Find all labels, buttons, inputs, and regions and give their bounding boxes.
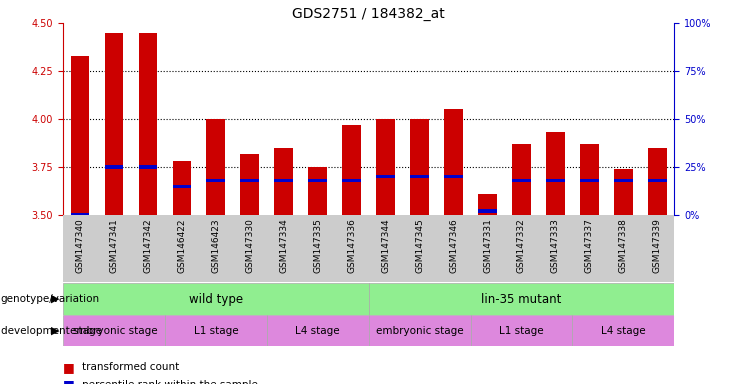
Bar (614, 169, 633, 215)
Text: L4 stage: L4 stage (601, 326, 645, 336)
Bar (240, 154, 259, 215)
Bar (342, 125, 361, 215)
Bar (139, 33, 157, 215)
Text: GSM147335: GSM147335 (313, 218, 322, 273)
Bar (648, 179, 667, 182)
Text: wild type: wild type (189, 293, 243, 306)
Bar (139, 165, 157, 169)
Text: GSM147332: GSM147332 (517, 218, 526, 273)
Bar (512, 179, 531, 182)
Text: GSM147333: GSM147333 (551, 218, 560, 273)
Bar (444, 175, 463, 178)
Text: GSM147337: GSM147337 (585, 218, 594, 273)
Bar (104, 165, 123, 169)
Bar (274, 148, 293, 215)
Bar (471, 315, 572, 346)
Text: GSM147342: GSM147342 (144, 218, 153, 273)
Bar (444, 109, 463, 215)
Text: lin-35 mutant: lin-35 mutant (482, 293, 562, 306)
Bar (411, 119, 429, 215)
Bar (368, 315, 471, 346)
Bar (70, 56, 90, 215)
Bar (572, 315, 674, 346)
Bar (368, 283, 674, 315)
Text: L4 stage: L4 stage (296, 326, 340, 336)
Bar (207, 179, 225, 182)
Bar (274, 179, 293, 182)
Text: GSM147346: GSM147346 (449, 218, 458, 273)
Bar (580, 179, 599, 182)
Text: transformed count: transformed count (82, 362, 179, 372)
Bar (376, 175, 395, 178)
Bar (478, 194, 497, 215)
Bar (70, 213, 90, 217)
Bar (648, 148, 667, 215)
Bar (63, 315, 165, 346)
Text: embryonic stage: embryonic stage (376, 326, 463, 336)
Text: GSM147338: GSM147338 (619, 218, 628, 273)
Bar (614, 179, 633, 182)
Text: ▶: ▶ (51, 326, 59, 336)
Bar (512, 144, 531, 215)
Bar (104, 33, 123, 215)
Text: GSM147345: GSM147345 (415, 218, 424, 273)
Bar (207, 119, 225, 215)
Bar (308, 167, 327, 215)
Text: GSM146422: GSM146422 (177, 218, 186, 273)
Text: ■: ■ (63, 361, 75, 374)
Text: ■: ■ (63, 378, 75, 384)
Bar (580, 144, 599, 215)
Text: GSM147330: GSM147330 (245, 218, 254, 273)
Text: GSM147340: GSM147340 (76, 218, 84, 273)
Bar (342, 179, 361, 182)
Bar (411, 175, 429, 178)
Text: GSM146423: GSM146423 (211, 218, 220, 273)
Text: L1 stage: L1 stage (193, 326, 238, 336)
Title: GDS2751 / 184382_at: GDS2751 / 184382_at (292, 7, 445, 21)
Text: L1 stage: L1 stage (499, 326, 544, 336)
Text: GSM147334: GSM147334 (279, 218, 288, 273)
Bar (308, 179, 327, 182)
Text: GSM147336: GSM147336 (348, 218, 356, 273)
Text: GSM147344: GSM147344 (381, 218, 390, 273)
Bar (173, 185, 191, 188)
Text: ▶: ▶ (51, 294, 59, 304)
Bar (63, 283, 368, 315)
Bar (478, 209, 497, 213)
Bar (376, 119, 395, 215)
Bar (267, 315, 368, 346)
Text: GSM147331: GSM147331 (483, 218, 492, 273)
Text: GSM147341: GSM147341 (110, 218, 119, 273)
Text: genotype/variation: genotype/variation (1, 294, 100, 304)
Text: GSM147339: GSM147339 (653, 218, 662, 273)
Bar (173, 161, 191, 215)
Text: embryonic stage: embryonic stage (70, 326, 158, 336)
Bar (546, 132, 565, 215)
Bar (240, 179, 259, 182)
Bar (546, 179, 565, 182)
Text: percentile rank within the sample: percentile rank within the sample (82, 380, 257, 384)
Bar (165, 315, 267, 346)
Text: development stage: development stage (1, 326, 102, 336)
